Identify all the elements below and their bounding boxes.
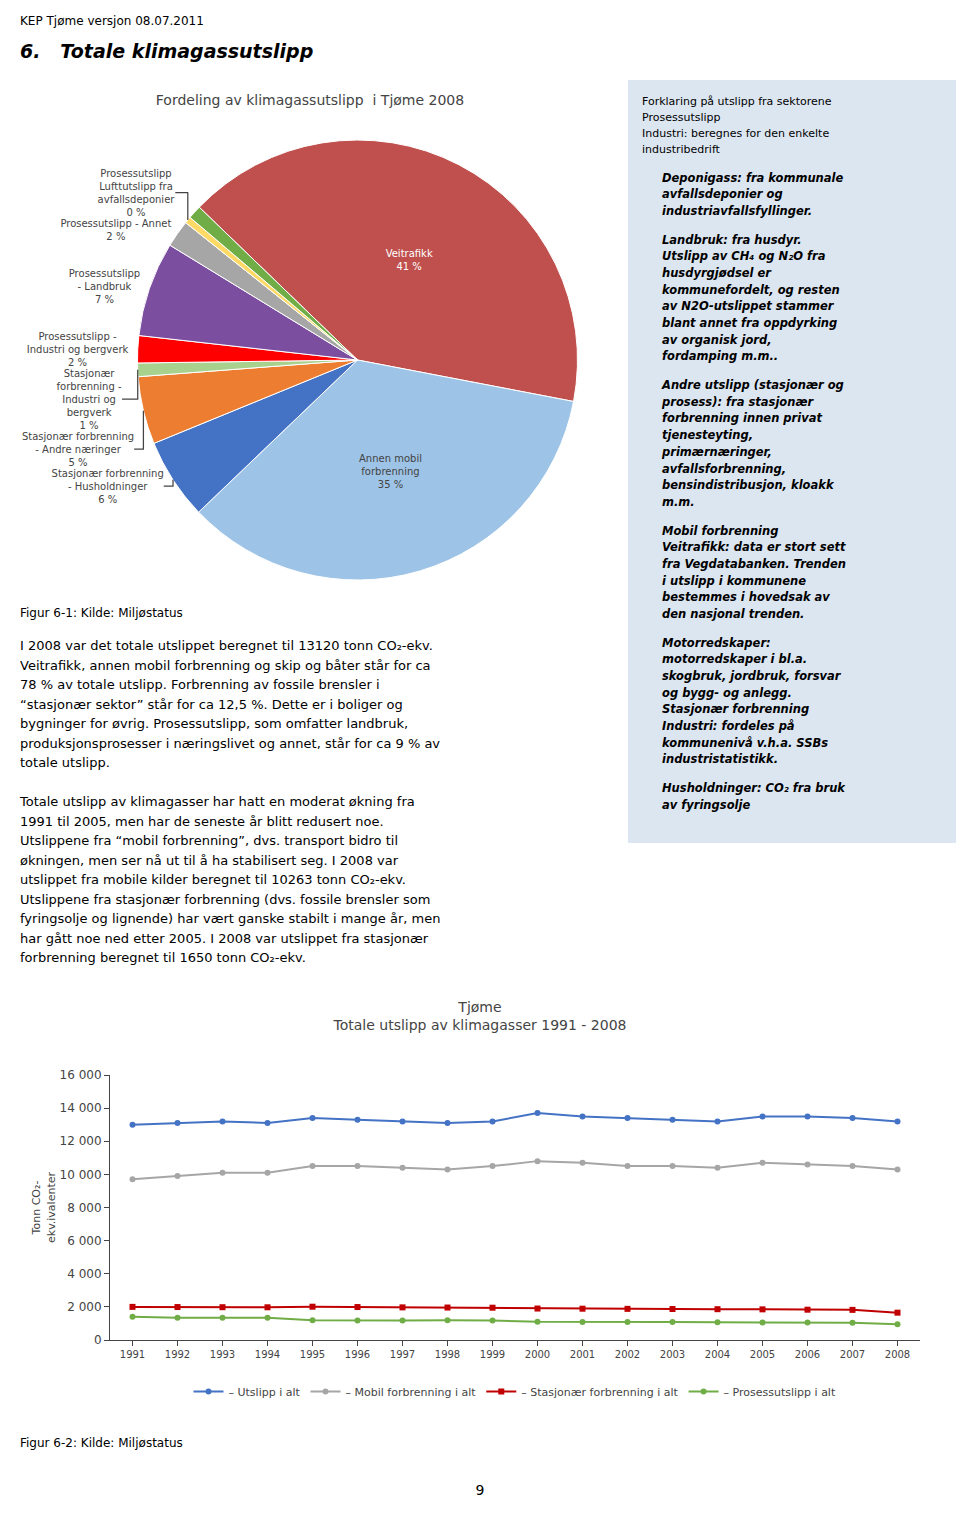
svg-text:Prosessutslipp- Landbruk7 %: Prosessutslipp- Landbruk7 % [69,268,140,305]
svg-text:2002: 2002 [615,1349,640,1360]
html-text:9: 9 [475,1482,485,1498]
svg-text:10 000: 10 000 [60,1168,102,1182]
svg-text:12 000: 12 000 [60,1134,102,1148]
svg-text:1998: 1998 [435,1349,460,1360]
html-text:Figur 6-2: Kilde: Miljøstatus: Figur 6-2: Kilde: Miljøstatus [20,1436,183,1450]
html-text:Deponigass: fra kommunale avfa: Deponigass: fra kommunale avfallsdeponie… [662,170,844,219]
svg-text:1994: 1994 [255,1349,280,1360]
svg-text:1999: 1999 [480,1349,505,1360]
svg-text:2003: 2003 [660,1349,685,1360]
html-text:6. Totale klimagassutslipp: 6. Totale klimagassutslipp [20,40,314,62]
svg-text:– Stasjonær forbrenning i alt: – Stasjonær forbrenning i alt [521,1386,678,1399]
html-text:Motorredskaper: motorredskaper: Motorredskaper: motorredskaper i bl.a. s… [662,635,841,767]
svg-text:2000: 2000 [525,1349,550,1360]
html-text:Landbruk: fra husdyr. Utslipp: Landbruk: fra husdyr. Utslipp av CH₄ og … [662,232,840,364]
svg-text:1991: 1991 [120,1349,145,1360]
svg-text:Prosessutslipp -Industri og be: Prosessutslipp -Industri og bergverk2 % [27,331,129,368]
svg-text:Tonn CO₂-ekv.ivalenter: Tonn CO₂-ekv.ivalenter [30,1172,57,1243]
html-text:Forklaring på utslipp fra sekt: Forklaring på utslipp fra sektorene Pros… [642,95,832,156]
svg-text:1997: 1997 [390,1349,415,1360]
svg-text:– Utslipp i alt: – Utslipp i alt [229,1386,301,1399]
svg-text:1996: 1996 [345,1349,370,1360]
svg-text:Fordeling av klimagassutslipp: Fordeling av klimagassutslipp i Tjøme 20… [156,92,464,108]
svg-text:1992: 1992 [165,1349,190,1360]
html-text:I 2008 var det totale utslippe: I 2008 var det totale utslippet beregnet… [20,638,441,770]
svg-text:2 000: 2 000 [67,1300,101,1314]
html-text:Husholdninger: CO₂ fra bruk av: Husholdninger: CO₂ fra bruk av fyringsol… [662,780,845,812]
html-text:Figur 6-1: Kilde: Miljøstatus: Figur 6-1: Kilde: Miljøstatus [20,606,183,620]
svg-text:TjømeTotale utslipp av klimaga: TjømeTotale utslipp av klimagasser 1991 … [333,999,627,1033]
svg-text:2004: 2004 [705,1349,730,1360]
svg-text:– Prosessutslipp i alt: – Prosessutslipp i alt [724,1386,836,1399]
svg-text:Stasjonær forbrenning- Hushold: Stasjonær forbrenning- Husholdninger6 % [52,468,164,505]
svg-text:2001: 2001 [570,1349,595,1360]
svg-text:8 000: 8 000 [67,1201,101,1215]
svg-text:2006: 2006 [795,1349,820,1360]
svg-text:6 000: 6 000 [67,1234,101,1248]
html-text:Totale utslipp av klimagasser: Totale utslipp av klimagasser har hatt e… [20,794,441,965]
html-text:Mobil forbrenning Veitrafikk:: Mobil forbrenning Veitrafikk: data er st… [662,523,846,621]
svg-text:Annen mobilforbrenning35 %: Annen mobilforbrenning35 % [359,453,422,490]
html-text:KEP Tjøme versjon 08.07.2011: KEP Tjøme versjon 08.07.2011 [20,14,204,28]
svg-text:Stasjonærforbrenning -Industri: Stasjonærforbrenning -Industri ogbergver… [57,368,122,431]
svg-text:Veitrafikk41 %: Veitrafikk41 % [386,248,433,272]
svg-text:1993: 1993 [210,1349,235,1360]
html-text:Andre utslipp (stasjonær og pr: Andre utslipp (stasjonær og prosess): fr… [662,378,844,509]
svg-text:4 000: 4 000 [67,1267,101,1281]
svg-text:Stasjonær forbrenning- Andre n: Stasjonær forbrenning- Andre næringer5 % [22,431,134,468]
svg-text:2008: 2008 [885,1349,910,1360]
svg-text:2007: 2007 [840,1349,865,1360]
svg-text:0: 0 [94,1333,102,1347]
svg-text:16 000: 16 000 [60,1068,102,1082]
svg-text:– Mobil forbrenning i alt: – Mobil forbrenning i alt [346,1386,477,1399]
svg-text:14 000: 14 000 [60,1101,102,1115]
svg-text:2005: 2005 [750,1349,775,1360]
svg-text:1995: 1995 [300,1349,325,1360]
svg-text:ProsessutslippLufttutslipp fra: ProsessutslippLufttutslipp fraavfallsdep… [98,168,176,218]
svg-text:Prosessutslipp - Annet2 %: Prosessutslipp - Annet2 % [60,218,171,242]
